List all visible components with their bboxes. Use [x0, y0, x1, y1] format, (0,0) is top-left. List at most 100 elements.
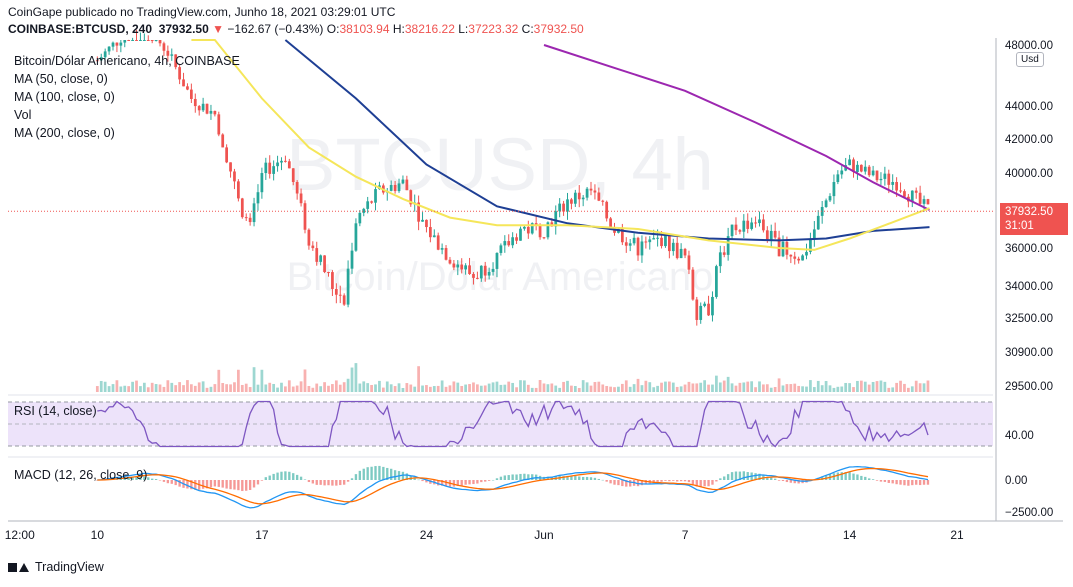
macd-hist-bar	[777, 480, 781, 481]
volume-bar	[644, 380, 648, 392]
candle-body	[264, 162, 268, 174]
volume-bar	[660, 382, 663, 392]
legend-vol[interactable]: Vol	[14, 108, 32, 122]
macd-hist-bar	[339, 480, 342, 486]
volume-bar	[319, 386, 323, 392]
macd-hist-bar	[370, 466, 373, 480]
volume-bar	[479, 385, 483, 392]
volume-bar	[671, 382, 675, 392]
macd-hist-bar	[151, 478, 154, 480]
volume-bar	[338, 384, 342, 392]
volume-bar	[667, 381, 671, 392]
price-tick-label: 30900.00	[1005, 347, 1053, 359]
volume-bar	[828, 385, 832, 392]
macd-hist-bar	[264, 477, 267, 480]
macd-hist-bar	[820, 476, 824, 480]
price-tick-label: 40000.00	[1005, 168, 1053, 180]
macd-hist-bar	[797, 480, 800, 484]
candle-body	[225, 147, 228, 163]
candle-body	[182, 79, 185, 87]
volume-bar	[131, 381, 134, 392]
volume-bar	[307, 385, 311, 392]
candle-body	[154, 40, 158, 41]
candle-body	[476, 277, 479, 279]
candle-body	[750, 222, 754, 229]
volume-bar	[742, 382, 746, 392]
volume-bar	[417, 366, 420, 392]
macd-hist-bar	[499, 476, 503, 480]
volume-bar	[366, 383, 370, 392]
macd-hist-bar	[687, 480, 691, 483]
candle-body	[809, 238, 812, 252]
volume-bar	[628, 386, 632, 392]
legend-ma200[interactable]: MA (200, close, 0)	[14, 126, 115, 140]
candle-body	[166, 50, 170, 56]
candle-body	[244, 217, 248, 219]
macd-hist-bar	[143, 476, 146, 480]
candle-body	[146, 40, 150, 41]
watermark-symbol: BTCUSD, 4h	[286, 123, 714, 206]
macd-hist-bar	[260, 480, 264, 481]
volume-bar	[781, 385, 785, 392]
price-tick-label: 29500.00	[1005, 381, 1053, 393]
macd-hist-bar	[891, 480, 894, 484]
volume-bar	[746, 381, 750, 392]
volume-bar	[632, 384, 636, 392]
candle-body	[758, 219, 761, 224]
macd-hist-bar	[711, 480, 714, 485]
volume-bar	[111, 384, 115, 392]
volume-bar	[295, 385, 299, 392]
candle-body	[331, 272, 334, 289]
macd-hist-bar	[315, 480, 318, 485]
macd-hist-bar	[213, 480, 217, 487]
volume-bar	[483, 385, 487, 392]
legend-rsi[interactable]: RSI (14, close)	[14, 404, 97, 418]
volume-bar	[711, 384, 714, 392]
candle-body	[158, 40, 162, 44]
volume-bar	[460, 385, 464, 392]
volume-bar	[526, 384, 530, 392]
volume-bar	[679, 386, 683, 392]
macd-hist-bar	[707, 480, 710, 487]
legend-title[interactable]: Bitcoin/Dólar Americano, 4h, COINBASE	[14, 54, 240, 68]
volume-bars	[95, 363, 930, 392]
footer-brand[interactable]: TradingView	[8, 560, 104, 574]
publisher-line: CoinGape publicado no TradingView.com, J…	[8, 5, 396, 19]
signal-line	[97, 467, 929, 505]
legend-ma50[interactable]: MA (50, close, 0)	[14, 72, 108, 86]
volume-bar	[836, 386, 840, 392]
candle-body	[425, 219, 428, 228]
candle-body	[577, 192, 581, 200]
candle-body	[111, 42, 115, 47]
candle-body	[280, 160, 283, 163]
volume-bar	[193, 385, 197, 392]
macd-tick-label: 0.00	[1005, 475, 1027, 487]
candle-body	[428, 227, 432, 238]
candle-body	[401, 179, 405, 184]
volume-bar	[769, 387, 773, 392]
macd-hist-bar	[386, 467, 389, 480]
volume-bar	[291, 386, 295, 392]
ohlc-high: 38216.22	[404, 22, 455, 36]
currency-unit-button[interactable]: Usd	[1016, 52, 1044, 67]
candle-body	[444, 248, 448, 260]
candle-body	[769, 230, 773, 240]
volume-bar	[734, 385, 738, 392]
legend-macd[interactable]: MACD (12, 26, close, 9)	[14, 468, 148, 482]
volume-bar	[593, 382, 597, 392]
symbol: COINBASE:BTCUSD, 240	[8, 22, 153, 36]
candle-body	[499, 245, 503, 253]
macd-hist-bar	[852, 473, 855, 480]
volume-bar	[515, 387, 518, 392]
candle-body	[287, 161, 291, 169]
volume-bar	[170, 382, 174, 392]
x-tick-label: 17	[255, 528, 269, 542]
volume-bar	[581, 380, 585, 392]
candle-body	[366, 201, 370, 209]
macd-hist-bar	[346, 480, 350, 482]
volume-bar	[624, 380, 628, 392]
macd-hist-bar	[366, 467, 369, 480]
candle-body	[691, 269, 695, 300]
legend-ma100[interactable]: MA (100, close, 0)	[14, 90, 115, 104]
